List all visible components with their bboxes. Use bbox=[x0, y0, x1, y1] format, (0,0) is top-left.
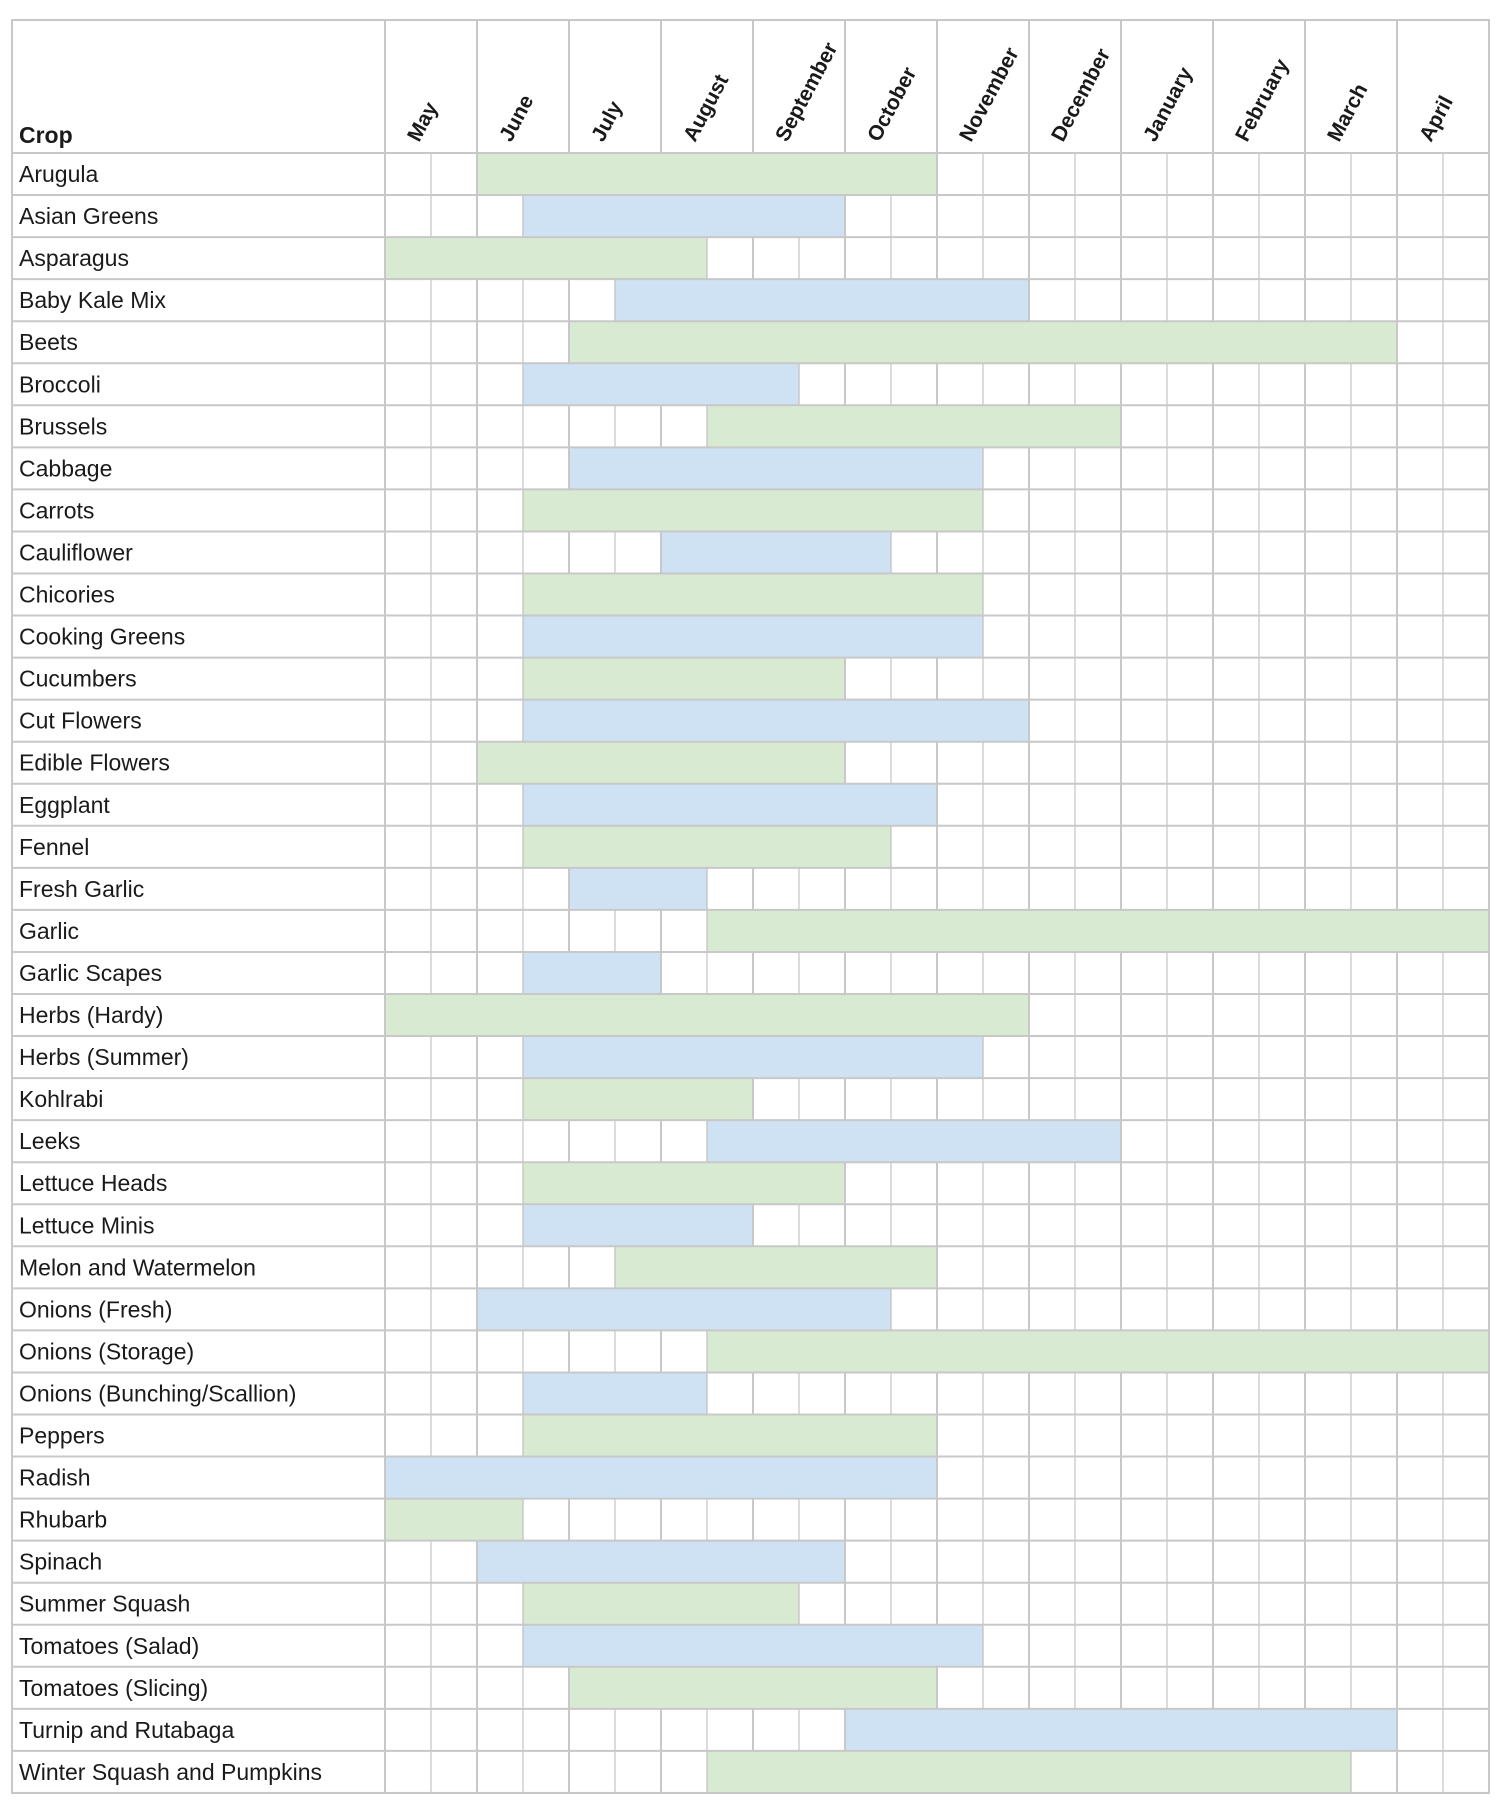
crop-label: Onions (Bunching/Scallion) bbox=[19, 1380, 296, 1406]
harvest-bar-carrots bbox=[522, 488, 984, 533]
crop-label: Peppers bbox=[19, 1423, 105, 1449]
crop-label: Turnip and Rutabaga bbox=[19, 1717, 234, 1743]
harvest-bar-cucumbers bbox=[522, 656, 846, 701]
harvest-bar-summer-squash bbox=[522, 1582, 800, 1626]
crop-label: Lettuce Minis bbox=[19, 1212, 155, 1238]
harvest-bar-peppers bbox=[522, 1413, 938, 1458]
harvest-bar-edible-flowers bbox=[476, 741, 846, 785]
harvest-bar-garlic-scapes bbox=[522, 951, 662, 995]
harvest-bar-onions-fresh- bbox=[476, 1287, 892, 1331]
harvest-bar-rhubarb bbox=[384, 1497, 524, 1542]
crop-label: Fresh Garlic bbox=[19, 876, 144, 902]
crop-label: Cut Flowers bbox=[19, 708, 142, 734]
harvest-bar-cauliflower bbox=[660, 530, 892, 575]
crop-label: Cabbage bbox=[19, 455, 112, 481]
crop-label: Herbs (Hardy) bbox=[19, 1002, 163, 1028]
harvest-bar-turnip-and-rutabaga bbox=[844, 1708, 1398, 1752]
harvest-bar-garlic bbox=[706, 909, 1490, 953]
crop-label: Herbs (Summer) bbox=[19, 1044, 189, 1070]
crop-label: Rhubarb bbox=[19, 1507, 107, 1533]
harvest-bar-beets bbox=[568, 320, 1398, 364]
crop-label: Beets bbox=[19, 329, 78, 355]
harvest-bar-onions-storage- bbox=[706, 1329, 1490, 1374]
harvest-bar-herbs-summer- bbox=[522, 1035, 984, 1079]
crop-label: Broccoli bbox=[19, 371, 101, 397]
harvest-bar-radish bbox=[384, 1455, 938, 1500]
crop-label: Cauliflower bbox=[19, 539, 133, 565]
harvest-bar-asian-greens bbox=[522, 194, 846, 238]
harvest-bar-melon-and-watermelon bbox=[614, 1245, 938, 1289]
harvest-bar-cabbage bbox=[568, 446, 984, 491]
harvest-bar-winter-squash-and-pumpkins bbox=[706, 1750, 1352, 1794]
harvest-bar-cooking-greens bbox=[522, 614, 984, 659]
crop-label: Garlic Scapes bbox=[19, 960, 162, 986]
harvest-bar-leeks bbox=[706, 1119, 1122, 1163]
crop-column-header: Crop bbox=[19, 122, 73, 148]
crop-label: Melon and Watermelon bbox=[19, 1254, 256, 1280]
crop-label: Eggplant bbox=[19, 792, 110, 818]
crop-label: Radish bbox=[19, 1465, 91, 1491]
crop-label: Summer Squash bbox=[19, 1591, 190, 1617]
harvest-bar-arugula bbox=[476, 152, 938, 196]
harvest-bar-tomatoes-salad- bbox=[522, 1624, 984, 1668]
crop-label: Onions (Storage) bbox=[19, 1338, 194, 1364]
crop-label: Cooking Greens bbox=[19, 624, 185, 650]
harvest-bar-chicories bbox=[522, 572, 984, 617]
harvest-bar-onions-bunching-scallion- bbox=[522, 1371, 708, 1416]
chart-border bbox=[11, 19, 1490, 1794]
crop-label: Tomatoes (Salad) bbox=[19, 1633, 199, 1659]
crop-label: Cucumbers bbox=[19, 666, 137, 692]
crop-label: Asian Greens bbox=[19, 203, 158, 229]
crop-label: Edible Flowers bbox=[19, 750, 170, 776]
crop-label: Leeks bbox=[19, 1128, 80, 1154]
harvest-bar-cut-flowers bbox=[522, 699, 1030, 743]
harvest-bar-asparagus bbox=[384, 236, 708, 280]
crop-label: Chicories bbox=[19, 582, 115, 608]
harvest-bar-kohlrabi bbox=[522, 1077, 754, 1121]
crop-label: Brussels bbox=[19, 413, 107, 439]
crop-label: Winter Squash and Pumpkins bbox=[19, 1759, 322, 1785]
harvest-bar-brussels bbox=[706, 404, 1122, 448]
harvest-bar-herbs-hardy- bbox=[384, 993, 1030, 1037]
crop-label: Arugula bbox=[19, 161, 98, 187]
harvest-bar-tomatoes-slicing- bbox=[568, 1666, 938, 1710]
harvest-bar-spinach bbox=[476, 1540, 846, 1584]
harvest-bar-lettuce-minis bbox=[522, 1203, 754, 1247]
crop-label: Tomatoes (Slicing) bbox=[19, 1675, 208, 1701]
crop-label: Kohlrabi bbox=[19, 1086, 103, 1112]
harvest-bar-eggplant bbox=[522, 783, 938, 827]
harvest-bar-fresh-garlic bbox=[568, 867, 708, 911]
harvest-bar-baby-kale-mix bbox=[614, 278, 1030, 322]
crop-label: Baby Kale Mix bbox=[19, 287, 167, 313]
crop-label: Onions (Fresh) bbox=[19, 1296, 172, 1322]
crop-label: Spinach bbox=[19, 1549, 102, 1575]
harvest-bar-fennel bbox=[522, 825, 892, 869]
crop-label: Carrots bbox=[19, 497, 94, 523]
crop-label: Garlic bbox=[19, 918, 79, 944]
crop-label: Asparagus bbox=[19, 245, 129, 271]
crop-label: Lettuce Heads bbox=[19, 1170, 167, 1196]
harvest-bar-lettuce-heads bbox=[522, 1161, 846, 1205]
harvest-bar-broccoli bbox=[522, 362, 800, 406]
crop-label: Fennel bbox=[19, 834, 89, 860]
